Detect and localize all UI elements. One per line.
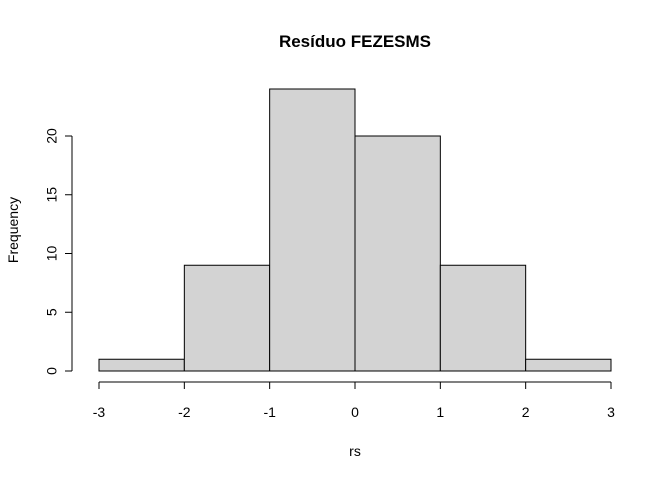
- histogram-bar-4: [439, 264, 527, 372]
- y-tick-label-0: 0: [44, 367, 60, 375]
- x-tick-label-4: 1: [436, 404, 444, 420]
- histogram-bar-5: [525, 358, 612, 372]
- y-tick-label-1: 5: [44, 308, 60, 316]
- chart-title: Resíduo FEZESMS: [279, 32, 431, 51]
- histogram-bar-3: [354, 135, 441, 372]
- x-tick-label-2: -1: [263, 404, 276, 420]
- y-axis: 0 5 10 15 20: [44, 128, 73, 375]
- x-axis: -3 -2 -1 0 1 2 3: [93, 381, 615, 420]
- x-tick-label-3: 0: [351, 404, 359, 420]
- histogram-bar-1: [183, 264, 271, 372]
- y-tick-label-3: 15: [44, 187, 60, 203]
- x-tick-label-6: 3: [607, 404, 615, 420]
- x-tick-label-0: -3: [93, 404, 106, 420]
- x-tick-label-1: -2: [178, 404, 191, 420]
- y-tick-label-4: 20: [44, 128, 60, 144]
- histogram-bar-2: [269, 88, 356, 372]
- histogram-bar-0: [98, 358, 185, 372]
- histogram-bars: [98, 88, 612, 372]
- y-tick-label-2: 10: [44, 246, 60, 262]
- x-axis-label: rs: [349, 443, 361, 459]
- x-tick-label-5: 2: [522, 404, 530, 420]
- y-axis-label: Frequency: [5, 197, 21, 263]
